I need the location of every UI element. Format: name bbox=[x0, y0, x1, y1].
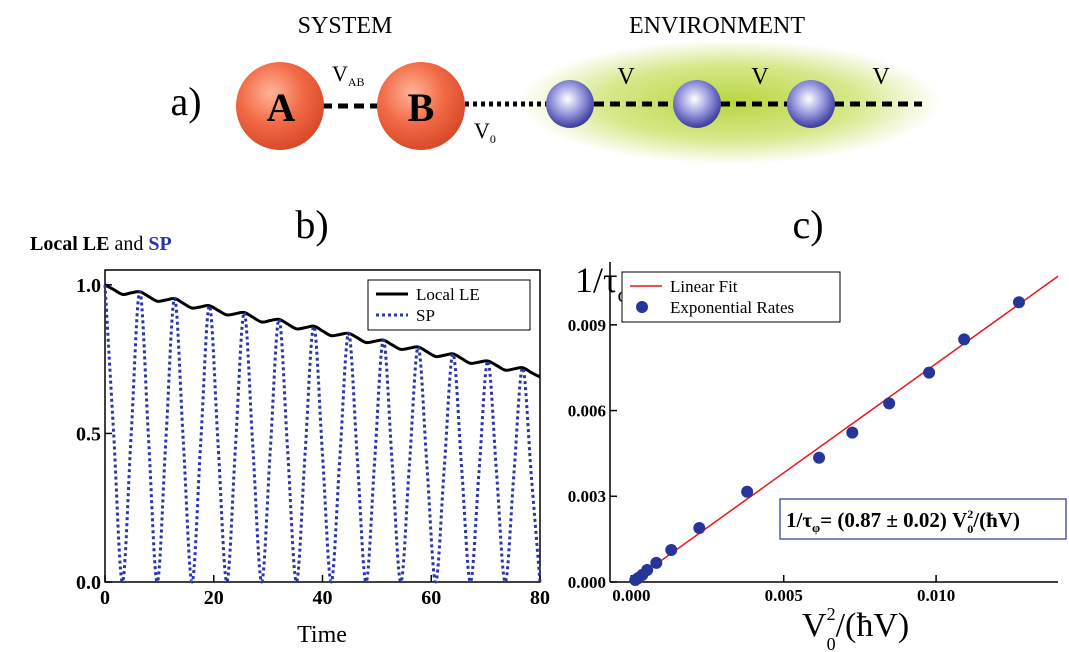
data-point bbox=[923, 366, 936, 379]
annotation-sup: 2 bbox=[967, 507, 973, 521]
data-point bbox=[665, 544, 678, 556]
legend-label: Local LE bbox=[416, 285, 480, 304]
annotation-part: 1/τ bbox=[786, 508, 812, 532]
x-label-part: /(ħV) bbox=[836, 607, 910, 644]
line-series bbox=[104, 283, 541, 379]
y-tick-label: 1.0 bbox=[76, 275, 101, 297]
coupling-label: V bbox=[751, 64, 769, 90]
y-tick-label: 0.000 bbox=[568, 573, 606, 592]
x-tick-label: 80 bbox=[530, 587, 550, 609]
data-point bbox=[693, 522, 706, 534]
env-node bbox=[787, 80, 835, 128]
y-tick-label: 0.006 bbox=[568, 402, 606, 421]
annotation-box bbox=[779, 498, 1067, 540]
x-axis-label: Time bbox=[297, 622, 347, 648]
y-label-part: SP bbox=[148, 233, 171, 255]
data-point bbox=[958, 333, 971, 346]
data-point bbox=[1012, 296, 1025, 309]
site-node bbox=[236, 62, 324, 150]
x-tick-label: 0 bbox=[100, 587, 110, 609]
y-axis-label: Local LE and SP bbox=[30, 233, 172, 255]
data-point bbox=[650, 556, 663, 569]
x-tick-label: 20 bbox=[204, 587, 224, 609]
y-label-part: and bbox=[114, 233, 143, 255]
y-tick-label: 0.5 bbox=[76, 423, 101, 445]
coupling-main: V bbox=[332, 61, 348, 86]
y-tick-label: 0.009 bbox=[568, 316, 606, 335]
data-point bbox=[846, 426, 859, 439]
coupling-label: V bbox=[617, 64, 635, 90]
legend-box bbox=[621, 271, 841, 323]
coupling-label: V bbox=[872, 64, 890, 90]
legend-box bbox=[367, 279, 531, 331]
x-tick-label: 0.005 bbox=[765, 586, 803, 605]
legend-swatch bbox=[636, 301, 648, 313]
env-node bbox=[546, 80, 594, 128]
y-label-part: 1/τ bbox=[575, 260, 617, 300]
data-point bbox=[741, 485, 754, 498]
coupling-sub: AB bbox=[348, 75, 365, 89]
coupling-main: V bbox=[474, 118, 490, 143]
panel-label: b) bbox=[295, 202, 328, 247]
legend-label: SP bbox=[416, 306, 435, 325]
y-tick-label: 0.0 bbox=[76, 572, 101, 594]
x-label-sup: 2 bbox=[827, 604, 836, 624]
x-label-part: V bbox=[802, 607, 827, 644]
annotation-part: = (0.87 ± 0.02) V bbox=[820, 508, 967, 532]
node-label: B bbox=[408, 85, 435, 130]
node-label: A bbox=[267, 85, 296, 130]
annotation-part: /(ħV) bbox=[972, 508, 1020, 532]
coupling-label: VAB bbox=[332, 61, 365, 89]
panel-label: c) bbox=[792, 202, 823, 247]
annotation: 1/τφ= (0.87 ± 0.02) V02/(ħV) bbox=[786, 507, 1020, 536]
x-tick-label: 60 bbox=[421, 587, 441, 609]
coupling-label: V0 bbox=[474, 118, 496, 146]
coupling-sub: 0 bbox=[490, 132, 496, 146]
environment-label: ENVIRONMENT bbox=[629, 13, 805, 39]
y-tick-label: 0.003 bbox=[568, 487, 606, 506]
x-label-sub: 0 bbox=[827, 634, 836, 652]
data-point bbox=[883, 397, 896, 410]
annotation-sub: 0 bbox=[967, 522, 973, 536]
line-series bbox=[103, 284, 542, 584]
data-point bbox=[641, 564, 654, 576]
legend-label: Linear Fit bbox=[670, 277, 738, 296]
data-point bbox=[813, 451, 826, 464]
x-axis-label: V0 2/(ħV) bbox=[802, 604, 909, 652]
system-label: SYSTEM bbox=[298, 13, 393, 39]
y-label-part: Local LE bbox=[30, 233, 109, 255]
x-tick-label: 0.000 bbox=[612, 586, 650, 605]
site-node bbox=[377, 62, 465, 150]
x-tick-label: 0.010 bbox=[917, 586, 955, 605]
legend-label: Exponential Rates bbox=[670, 298, 794, 317]
panel-label: a) bbox=[170, 79, 201, 124]
annotation-sub: φ bbox=[812, 520, 820, 535]
env-node bbox=[673, 80, 721, 128]
x-tick-label: 40 bbox=[313, 587, 333, 609]
